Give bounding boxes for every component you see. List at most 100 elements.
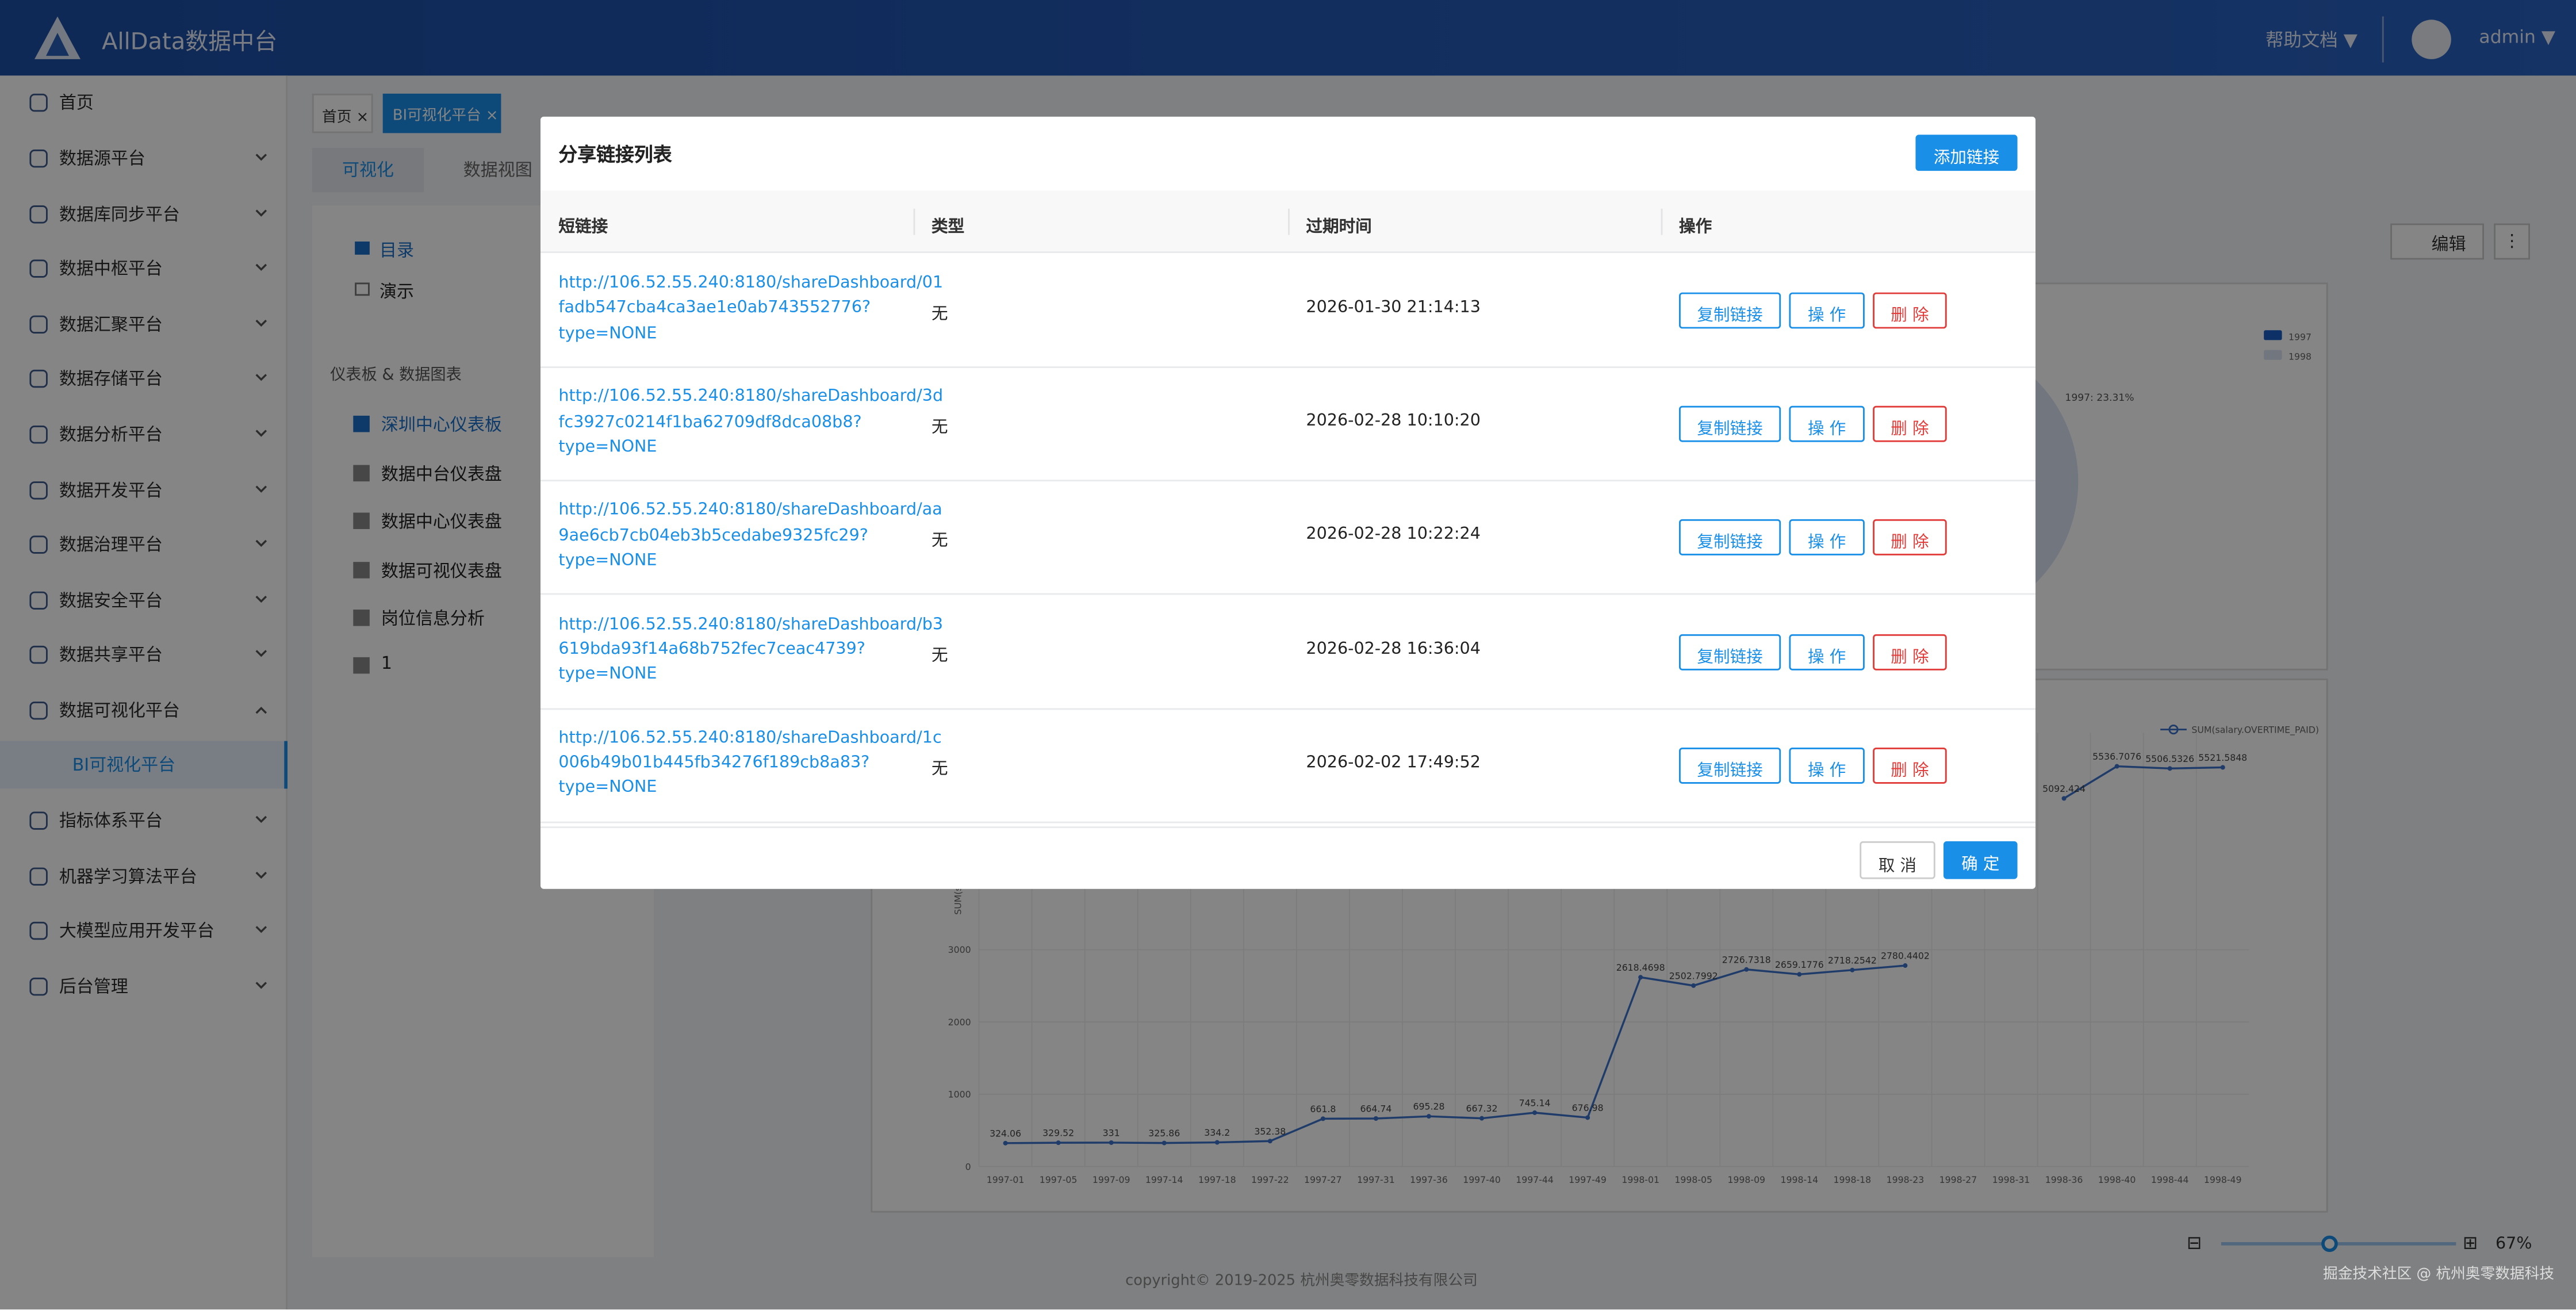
- menu-item[interactable]: 数据库同步平台: [59, 205, 180, 225]
- data-label: 324.06: [990, 1128, 1021, 1139]
- short-link[interactable]: type=NONE: [558, 779, 657, 798]
- menu-item[interactable]: 机器学习算法平台: [59, 867, 197, 887]
- tree-item[interactable]: 岗位信息分析: [381, 610, 485, 630]
- zoom-knob[interactable]: [2321, 1235, 2338, 1252]
- action-button[interactable]: 操 作: [1789, 747, 1865, 784]
- help-menu[interactable]: 帮助文档 ▼: [2266, 29, 2358, 51]
- action-button[interactable]: 复制链接: [1679, 633, 1781, 670]
- x-tick-label: 1998-18: [1834, 1174, 1872, 1185]
- tree-section: 仪表板 & 数据图表: [330, 366, 462, 385]
- expire-time: 2026-02-28 16:36:04: [1306, 640, 1481, 658]
- short-link[interactable]: http://106.52.55.240:8180/shareDashboard…: [558, 388, 944, 407]
- menu-item[interactable]: 大模型应用开发平台: [59, 921, 214, 942]
- page-tab[interactable]: 首页 ×: [312, 93, 373, 133]
- menu-item[interactable]: 数据源平台: [59, 150, 145, 170]
- short-link[interactable]: 006b49b01b445fb34276f189cb8a83?: [558, 754, 870, 773]
- tree-item[interactable]: 数据中心仪表盘: [381, 512, 502, 533]
- chevron: [255, 539, 267, 547]
- column-divider: [1288, 208, 1290, 235]
- action-button[interactable]: 复制链接: [1679, 519, 1781, 556]
- pie-panel: 1997 1998 1997: 23.31%: [2032, 282, 2328, 671]
- menu-item[interactable]: 数据中枢平台: [59, 259, 163, 279]
- short-link[interactable]: type=NONE: [558, 552, 657, 570]
- x-tick-label: 1997-27: [1304, 1174, 1342, 1185]
- short-link[interactable]: type=NONE: [558, 438, 657, 457]
- menu-arrow: [255, 650, 267, 657]
- data-point: [2061, 796, 2067, 801]
- expire-time: 2026-02-28 10:10:20: [1306, 412, 1481, 431]
- action-button[interactable]: 删 除: [1873, 519, 1947, 556]
- menu-item[interactable]: BI可视化平台: [72, 756, 176, 776]
- short-link[interactable]: fc3927c0214f1ba62709df8dca08b8?: [558, 413, 862, 431]
- short-link[interactable]: type=NONE: [558, 324, 657, 343]
- tree-item[interactable]: 深圳中心仪表板: [381, 415, 502, 436]
- action-button[interactable]: 复制链接: [1679, 747, 1781, 784]
- menu-item[interactable]: 后台管理: [59, 978, 128, 998]
- sub-tab[interactable]: 可视化: [312, 148, 424, 193]
- short-link[interactable]: type=NONE: [558, 665, 657, 684]
- menu-icon: [29, 867, 48, 886]
- action-button[interactable]: 删 除: [1873, 406, 1947, 443]
- x-tick-label: 1998-36: [2045, 1174, 2083, 1185]
- short-link[interactable]: http://106.52.55.240:8180/shareDashboard…: [558, 501, 942, 520]
- folder-label[interactable]: 演示: [379, 282, 414, 302]
- menu-icon: [29, 645, 48, 664]
- x-tick-label: 1997-22: [1251, 1174, 1289, 1185]
- menu-item[interactable]: 数据可视化平台: [59, 702, 180, 722]
- page-tab[interactable]: BI可视化平台 ×: [382, 93, 501, 133]
- chevron: [255, 650, 267, 657]
- cancel-button[interactable]: 取 消: [1860, 841, 1935, 879]
- menu-item[interactable]: 数据分析平台: [59, 426, 163, 446]
- action-button[interactable]: 删 除: [1873, 633, 1947, 670]
- action-button[interactable]: 操 作: [1789, 406, 1865, 443]
- data-point: [1691, 983, 1696, 988]
- menu-icon: [29, 811, 48, 830]
- menu-item[interactable]: 数据治理平台: [59, 535, 163, 556]
- menu-icon: [29, 369, 48, 388]
- menu-item[interactable]: 首页: [59, 93, 94, 114]
- edit-button[interactable]: 编辑: [2390, 223, 2484, 260]
- action-button[interactable]: 复制链接: [1679, 406, 1781, 443]
- action-button[interactable]: 操 作: [1789, 633, 1865, 670]
- sub-tab[interactable]: 数据视图: [463, 161, 532, 181]
- short-link[interactable]: http://106.52.55.240:8180/shareDashboard…: [558, 729, 942, 748]
- more-button[interactable]: ⋮: [2494, 223, 2530, 260]
- user-menu[interactable]: admin ▼: [2479, 26, 2556, 48]
- action-button[interactable]: 复制链接: [1679, 292, 1781, 329]
- data-label: 661.8: [1310, 1104, 1336, 1114]
- x-tick-label: 1997-49: [1569, 1174, 1607, 1185]
- action-button[interactable]: 操 作: [1789, 519, 1865, 556]
- data-label: 2659.1776: [1775, 959, 1824, 970]
- short-link[interactable]: http://106.52.55.240:8180/shareDashboard…: [558, 274, 944, 293]
- short-link[interactable]: http://106.52.55.240:8180/shareDashboard…: [558, 615, 944, 634]
- pie-chart: 1997 1998 1997: 23.31%: [2034, 330, 2312, 585]
- menu-item[interactable]: 数据共享平台: [59, 645, 163, 666]
- menu-item[interactable]: 数据开发平台: [59, 481, 163, 501]
- ok-button[interactable]: 确 定: [1943, 841, 2018, 879]
- tree-item[interactable]: 数据可视仪表盘: [381, 562, 502, 582]
- menu-arrow: [255, 485, 267, 493]
- short-link[interactable]: 9ae6cb7cb04eb3b5cedabe9325fc29?: [558, 527, 868, 545]
- menu-item[interactable]: 数据汇聚平台: [59, 315, 163, 335]
- avatar[interactable]: [2412, 20, 2451, 59]
- tree-item[interactable]: 数据中台仪表盘: [381, 465, 502, 485]
- menu-arrow: [255, 374, 267, 381]
- zoom-in[interactable]: ⊞: [2462, 1232, 2478, 1254]
- menu-arrow: [255, 595, 267, 603]
- zoom-out[interactable]: ⊟: [2186, 1232, 2202, 1254]
- data-label: 5536.7076: [2092, 751, 2141, 762]
- menu-item[interactable]: 数据安全平台: [59, 591, 163, 611]
- menu-item[interactable]: 指标体系平台: [59, 811, 163, 832]
- action-button[interactable]: 删 除: [1873, 292, 1947, 329]
- folder-icon: [355, 282, 370, 296]
- tree-item[interactable]: 1: [381, 654, 392, 674]
- folder-label[interactable]: 目录: [379, 242, 414, 262]
- short-link[interactable]: 619bda93f14a68b752fec7ceac4739?: [558, 640, 865, 659]
- action-button[interactable]: 操 作: [1789, 292, 1865, 329]
- menu-item[interactable]: 数据存储平台: [59, 369, 163, 390]
- add-link-button[interactable]: 添加链接: [1915, 135, 2018, 171]
- short-link[interactable]: fadb547cba4ca3ae1e0ab743552776?: [558, 299, 871, 318]
- action-button[interactable]: 删 除: [1873, 747, 1947, 784]
- x-tick-label: 1997-01: [987, 1174, 1025, 1185]
- y-tick-label: 0: [965, 1161, 971, 1172]
